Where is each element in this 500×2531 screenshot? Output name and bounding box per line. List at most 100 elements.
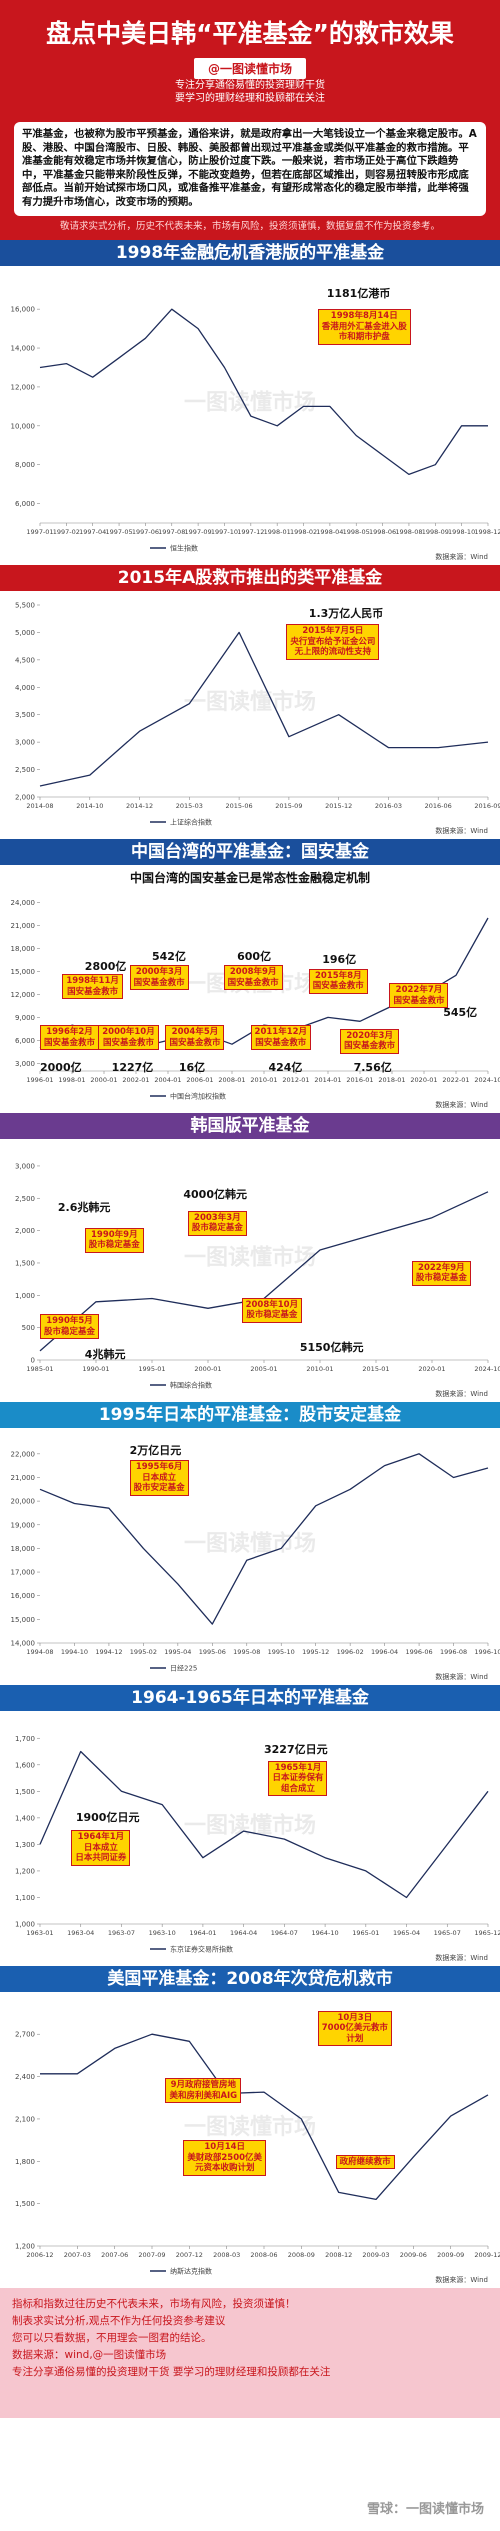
watermark: 一图读懂市场: [184, 689, 316, 715]
annotation-line: 2020年3月: [346, 1030, 393, 1041]
x-tick-label: 1964-01: [189, 1929, 216, 1937]
annotation-line: 股市稳定基金: [88, 1240, 140, 1251]
x-tick-label: 2024-10: [474, 1365, 500, 1373]
x-tick-label: 2014-08: [26, 802, 53, 810]
x-tick-label: 1995-08: [233, 1648, 260, 1656]
annotation-line: 2015年7月5日: [302, 626, 364, 637]
annotation-line: 1900亿日元: [75, 1810, 140, 1824]
annotation: 3227亿日元: [264, 1741, 328, 1757]
chart-banner: 美国平准基金：2008年次贷危机救市: [0, 1966, 500, 1992]
legend-label: 纳斯达克指数: [170, 2267, 212, 2276]
y-tick-label: 3,000: [15, 739, 35, 747]
x-tick-label: 1994-10: [61, 1648, 88, 1656]
annotation-line: 香港用外汇基金进入股: [321, 321, 407, 332]
x-tick-label: 1997-10: [211, 528, 238, 536]
source: 数据来源：Wind: [435, 2275, 488, 2284]
y-tick-label: 18,000: [11, 945, 36, 953]
annotation-line: 2800亿: [84, 960, 127, 974]
y-tick-label: 2,500: [15, 1195, 35, 1203]
chart: 一图读懂市场 14,000 15,000 16,000 17,000 18,000 19,0…: [11, 1450, 500, 1681]
legend-label: 日经225: [170, 1664, 197, 1673]
y-tick-label: 3,000: [15, 1060, 35, 1068]
annotation-line: 2000亿: [40, 1060, 82, 1074]
annotation-line: 9月政府接管房地: [170, 2080, 236, 2090]
y-tick-label: 12,000: [11, 991, 36, 999]
x-tick-label: 1998-06: [369, 528, 396, 536]
y-tick-label: 1,500: [15, 2200, 35, 2208]
x-tick-label: 2006-01: [186, 1076, 213, 1084]
x-tick-label: 2016-09: [474, 802, 500, 810]
series-line: [39, 631, 489, 787]
x-tick-label: 2007-12: [176, 2251, 203, 2259]
y-tick-label: 8,000: [15, 461, 35, 469]
x-tick-label: 1965-07: [434, 1929, 461, 1937]
x-tick-label: 1995-10: [268, 1648, 295, 1656]
annotation: 2022年9月 股市稳定基金: [411, 1260, 471, 1286]
annotation: 196亿: [322, 951, 356, 967]
x-tick-label: 1997-12: [237, 528, 264, 536]
chart-banner: 中国台湾的平准基金：国安基金: [0, 839, 500, 865]
annotation: 2800亿: [85, 958, 127, 974]
annotation-line: 4兆韩元: [84, 1347, 126, 1361]
x-tick-label: 1996-01: [26, 1076, 53, 1084]
intro: 平准基金，也被称为股市平预基金，通俗来讲，就是政府拿出一大笔钱设立一个基金来稳定…: [14, 122, 486, 216]
y-tick-label: 6,000: [15, 500, 35, 508]
annotation-line: 3227亿日元: [264, 1742, 328, 1756]
y-tick-label: 0: [31, 1357, 35, 1365]
series-line: [40, 2033, 489, 2201]
annotation-line: 10月14日: [204, 2142, 246, 2153]
y-tick-label: 4,000: [15, 684, 35, 692]
annotation-line: 国安基金救市: [133, 977, 185, 988]
chart-banner: 1998年金融危机香港版的平准基金: [0, 240, 500, 266]
series-line: [39, 1750, 489, 1899]
x-tick-label: 1994-12: [95, 1648, 122, 1656]
x-tick-label: 1997-05: [105, 528, 132, 536]
handle: @一图读懂市场: [193, 58, 306, 79]
footer-line: 专注分享通俗易懂的投资理财干货 要学习的理财经理和投顾都在关注: [12, 2366, 331, 2378]
y-tick-label: 500: [22, 1324, 35, 1332]
annotation-line: 股市稳定基金: [415, 1273, 467, 1284]
x-tick-label: 1965-01: [352, 1929, 379, 1937]
annotation-line: 组合成立: [280, 1783, 315, 1794]
annotation-line: 1965年1月: [274, 1762, 322, 1773]
y-tick-label: 14,000: [11, 345, 36, 353]
annotation: 1995年6月 日本成立 股市安定基金: [129, 1460, 189, 1496]
footer-line: 您可以只看数据，不用理会一图君的结论。: [12, 2332, 212, 2344]
x-tick-label: 2015-09: [275, 802, 302, 810]
x-tick-label: 1996-06: [405, 1648, 432, 1656]
x-tick-label: 2016-03: [375, 802, 402, 810]
annotation: 2.6兆韩元: [58, 1199, 111, 1215]
annotation: 4000亿韩元: [183, 1186, 247, 1202]
subtitle: 要学习的理财经理和投顾都在关注: [175, 93, 325, 104]
x-tick-label: 2008-01: [218, 1076, 245, 1084]
x-tick-label: 1998-04: [316, 528, 343, 536]
x-tick-label: 1997-04: [79, 528, 106, 536]
annotation-line: 日本证券保有: [272, 1773, 324, 1784]
y-tick-label: 1,300: [15, 1841, 35, 1849]
y-tick-label: 16,000: [11, 1592, 36, 1600]
annotation-line: 日本共同证券: [75, 1853, 127, 1864]
annotation: 5150亿韩元: [300, 1339, 364, 1355]
annotation: 7.56亿: [354, 1059, 392, 1075]
x-tick-label: 2018-01: [378, 1076, 405, 1084]
x-tick-label: 2004-01: [154, 1076, 181, 1084]
y-tick-label: 1,800: [15, 2158, 35, 2166]
annotation: 1990年5月 股市稳定基金: [40, 1314, 100, 1340]
annotation-line: 196亿: [322, 953, 357, 967]
annotation: 2003年3月 股市稳定基金: [187, 1210, 247, 1236]
x-tick-label: 1997-09: [185, 528, 212, 536]
y-tick-label: 24,000: [11, 899, 36, 907]
watermark: 一图读懂市场: [184, 2114, 316, 2140]
y-tick-label: 2,500: [15, 766, 35, 774]
chart-banner: 1995年日本的平准基金：股市安定基金: [0, 1402, 500, 1428]
annotation-line: 5150亿韩元: [299, 1341, 364, 1355]
y-tick-label: 2,700: [15, 2031, 35, 2039]
annotation: 1965年1月 日本证券保有 组合成立: [268, 1760, 328, 1797]
annotation: 1227亿: [112, 1059, 154, 1075]
annotation: 424亿: [268, 1059, 302, 1075]
y-tick-label: 15,000: [11, 968, 36, 976]
x-tick-label: 1997-02: [53, 528, 80, 536]
x-tick-label: 1996-08: [440, 1648, 467, 1656]
annotation: 2015年8月 国安基金救市: [308, 968, 368, 994]
